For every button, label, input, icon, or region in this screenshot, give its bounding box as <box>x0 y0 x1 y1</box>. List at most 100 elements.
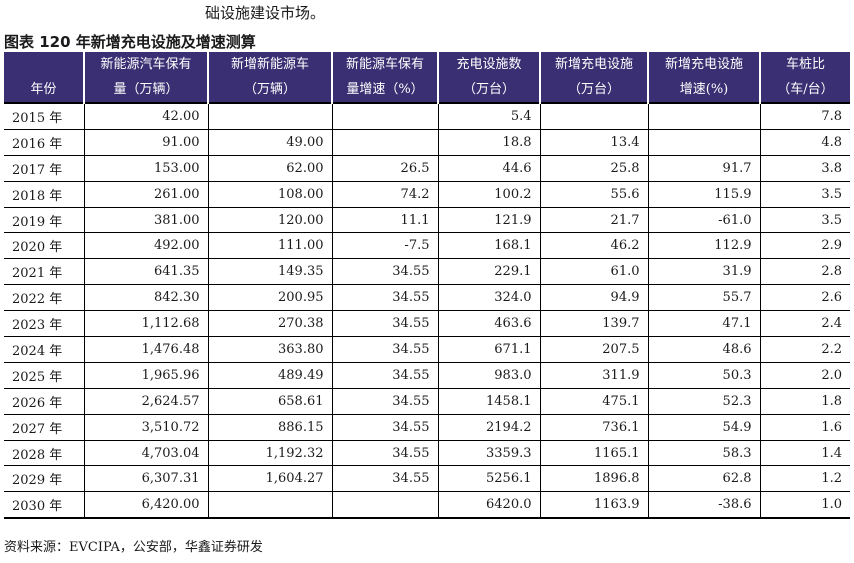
value-cell: 363.80 <box>208 336 333 363</box>
table-row: 2020 年 492.00 111.00 -7.5 168.1 46.2 112.9 2.9 <box>4 232 850 260</box>
table-row: 2026 年 2,624.57 658.61 34.55 1458.1 475.1 52.3… <box>4 388 850 415</box>
table-body: 2015 年 42.00 5.4 7.8 2016 年 91.00 49.00 18.8 13.… <box>4 101 850 520</box>
value-cell: 3,510.72 <box>84 414 209 441</box>
value-cell <box>208 101 333 130</box>
column-header-line2: （万台） <box>567 82 620 97</box>
column-header: 新能源汽车保有 量（万辆） <box>84 52 209 103</box>
value-cell <box>332 129 439 156</box>
table-row: 2021 年 641.35 149.35 34.55 229.1 61.0 31.9 2.8 <box>4 258 850 286</box>
value-cell: 5.4 <box>438 101 541 130</box>
year-cell: 2030 年 <box>4 491 85 520</box>
value-cell: 100.2 <box>438 181 541 208</box>
column-header-line1: 新增充电设施 <box>554 57 633 72</box>
table-row: 2018 年 261.00 108.00 74.2 100.2 55.6 115.9 3.5 <box>4 181 850 208</box>
value-cell: 111.00 <box>208 232 333 260</box>
data-table-container: 年份 新能源汽车保有 量（万辆） 新增新能源车 （万辆） 新能源车保有 量增速（%） 充电设施… <box>4 52 850 520</box>
value-cell: 149.35 <box>208 258 333 286</box>
column-header-line2: （万台） <box>462 82 515 97</box>
value-cell: 1.8 <box>760 388 850 415</box>
value-cell: 736.1 <box>540 414 649 441</box>
value-cell: 139.7 <box>540 310 649 338</box>
value-cell: 5256.1 <box>438 465 541 493</box>
value-cell: 91.7 <box>648 155 761 182</box>
column-header-line2: （万辆） <box>243 82 296 97</box>
value-cell: 6,420.00 <box>84 491 209 520</box>
value-cell: 1.2 <box>760 465 850 493</box>
column-header-line2: 量增速（%） <box>346 82 424 97</box>
value-cell: 31.9 <box>648 258 761 286</box>
table-header: 年份 新能源汽车保有 量（万辆） 新增新能源车 （万辆） 新能源车保有 量增速（%） 充电设施… <box>4 52 850 103</box>
year-cell: 2027 年 <box>4 414 85 441</box>
value-cell: 1165.1 <box>540 440 649 467</box>
value-cell: 25.8 <box>540 155 649 182</box>
value-cell: 4,703.04 <box>84 440 209 467</box>
column-header: 新增充电设施 增速(%) <box>648 52 761 103</box>
column-header-line2: 增速(%) <box>679 82 729 97</box>
year-cell: 2017 年 <box>4 155 85 182</box>
value-cell: 46.2 <box>540 232 649 260</box>
value-cell <box>208 491 333 520</box>
value-cell: 34.55 <box>332 336 439 363</box>
value-cell: 886.15 <box>208 414 333 441</box>
year-cell: 2021 年 <box>4 258 85 286</box>
value-cell: 34.55 <box>332 414 439 441</box>
value-cell: 475.1 <box>540 388 649 415</box>
value-cell: 48.6 <box>648 336 761 363</box>
value-cell: 74.2 <box>332 181 439 208</box>
value-cell: 671.1 <box>438 336 541 363</box>
value-cell: 34.55 <box>332 388 439 415</box>
value-cell: 52.3 <box>648 388 761 415</box>
table-row: 2015 年 42.00 5.4 7.8 <box>4 101 850 130</box>
value-cell: 13.4 <box>540 129 649 156</box>
value-cell: 3359.3 <box>438 440 541 467</box>
value-cell: 55.6 <box>540 181 649 208</box>
intro-text: 础设施建设市场。 <box>205 4 326 22</box>
value-cell: 1458.1 <box>438 388 541 415</box>
value-cell: 7.8 <box>760 101 850 130</box>
value-cell: 18.8 <box>438 129 541 156</box>
value-cell: 1,476.48 <box>84 336 209 363</box>
value-cell: 50.3 <box>648 362 761 389</box>
value-cell: 34.55 <box>332 440 439 467</box>
column-header: 年份 <box>4 52 85 103</box>
value-cell: 34.55 <box>332 310 439 338</box>
value-cell: 2.0 <box>760 362 850 389</box>
table-row: 2024 年 1,476.48 363.80 34.55 671.1 207.5 48.6 2… <box>4 336 850 363</box>
value-cell: 55.7 <box>648 284 761 312</box>
column-header: 车桩比 （车/台） <box>760 52 850 103</box>
value-cell: 2194.2 <box>438 414 541 441</box>
table-row: 2019 年 381.00 120.00 11.1 121.9 21.7 -61.0 3.5 <box>4 207 850 234</box>
table-row: 2017 年 153.00 62.00 26.5 44.6 25.8 91.7 3.8 <box>4 155 850 182</box>
value-cell: 492.00 <box>84 232 209 260</box>
table-row: 2016 年 91.00 49.00 18.8 13.4 4.8 <box>4 129 850 156</box>
value-cell: -61.0 <box>648 207 761 234</box>
value-cell: 983.0 <box>438 362 541 389</box>
year-cell: 2019 年 <box>4 207 85 234</box>
value-cell: 463.6 <box>438 310 541 338</box>
table-caption: 图表 120 年新增充电设施及增速测算 <box>4 33 256 51</box>
value-cell: 3.5 <box>760 207 850 234</box>
value-cell: 4.8 <box>760 129 850 156</box>
value-cell: 153.00 <box>84 155 209 182</box>
year-cell: 2016 年 <box>4 129 85 156</box>
value-cell: 49.00 <box>208 129 333 156</box>
value-cell <box>540 101 649 130</box>
value-cell: 1.4 <box>760 440 850 467</box>
table-row: 2028 年 4,703.04 1,192.32 34.55 3359.3 1165.1 5… <box>4 440 850 467</box>
value-cell <box>648 129 761 156</box>
value-cell: 58.3 <box>648 440 761 467</box>
data-table: 年份 新能源汽车保有 量（万辆） 新增新能源车 （万辆） 新能源车保有 量增速（%） 充电设施… <box>4 52 850 520</box>
year-cell: 2018 年 <box>4 181 85 208</box>
value-cell: 381.00 <box>84 207 209 234</box>
value-cell: 270.38 <box>208 310 333 338</box>
value-cell: 34.55 <box>332 284 439 312</box>
value-cell: 3.5 <box>760 181 850 208</box>
value-cell: 1.6 <box>760 414 850 441</box>
value-cell: 489.49 <box>208 362 333 389</box>
value-cell: -38.6 <box>648 491 761 520</box>
column-header-line1: 新增新能源车 <box>230 57 309 72</box>
value-cell: 54.9 <box>648 414 761 441</box>
value-cell: 121.9 <box>438 207 541 234</box>
value-cell: 2.6 <box>760 284 850 312</box>
value-cell: 2,624.57 <box>84 388 209 415</box>
